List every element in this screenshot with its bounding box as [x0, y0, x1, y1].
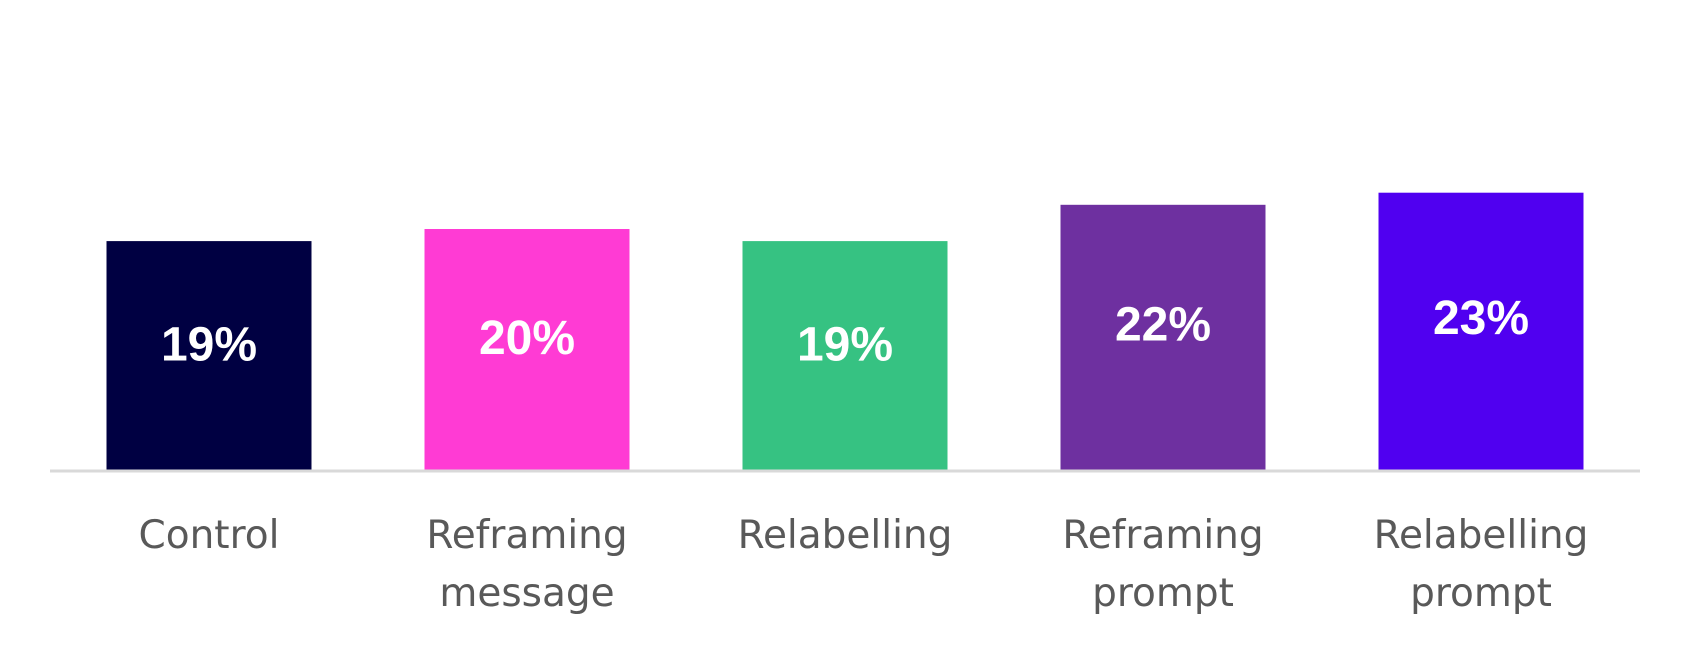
category-label-0: Control [139, 513, 280, 558]
bars-layer: 19% 20% 19% 22% 23% [106, 192, 1584, 472]
bar-value-label-4: 23% [1433, 292, 1529, 345]
category-label-3: Reframing prompt [1062, 513, 1263, 616]
bar-0 [106, 241, 312, 471]
bar-value-label-1: 20% [479, 312, 575, 365]
category-label-line: prompt [1092, 571, 1234, 616]
bar-3 [1060, 204, 1266, 472]
category-label-1: Reframing message [426, 513, 627, 616]
category-label-line: prompt [1410, 571, 1552, 616]
category-label-4: Relabelling prompt [1374, 513, 1589, 616]
category-labels-layer: Control Reframing message Relabelling Refram… [139, 513, 1589, 616]
bar-value-label-3: 22% [1115, 299, 1211, 352]
category-label-line: message [439, 571, 614, 616]
category-label-line: Control [139, 513, 280, 558]
bar-value-label-2: 19% [797, 319, 893, 372]
bar-2 [742, 241, 948, 471]
category-label-line: Relabelling [738, 513, 953, 558]
bar-1 [424, 229, 630, 471]
category-label-line: Reframing [426, 513, 627, 558]
category-label-2: Relabelling [738, 513, 953, 558]
bar-value-label-0: 19% [161, 319, 257, 372]
category-label-line: Reframing [1062, 513, 1263, 558]
bar-4 [1378, 192, 1584, 471]
category-label-line: Relabelling [1374, 513, 1589, 558]
